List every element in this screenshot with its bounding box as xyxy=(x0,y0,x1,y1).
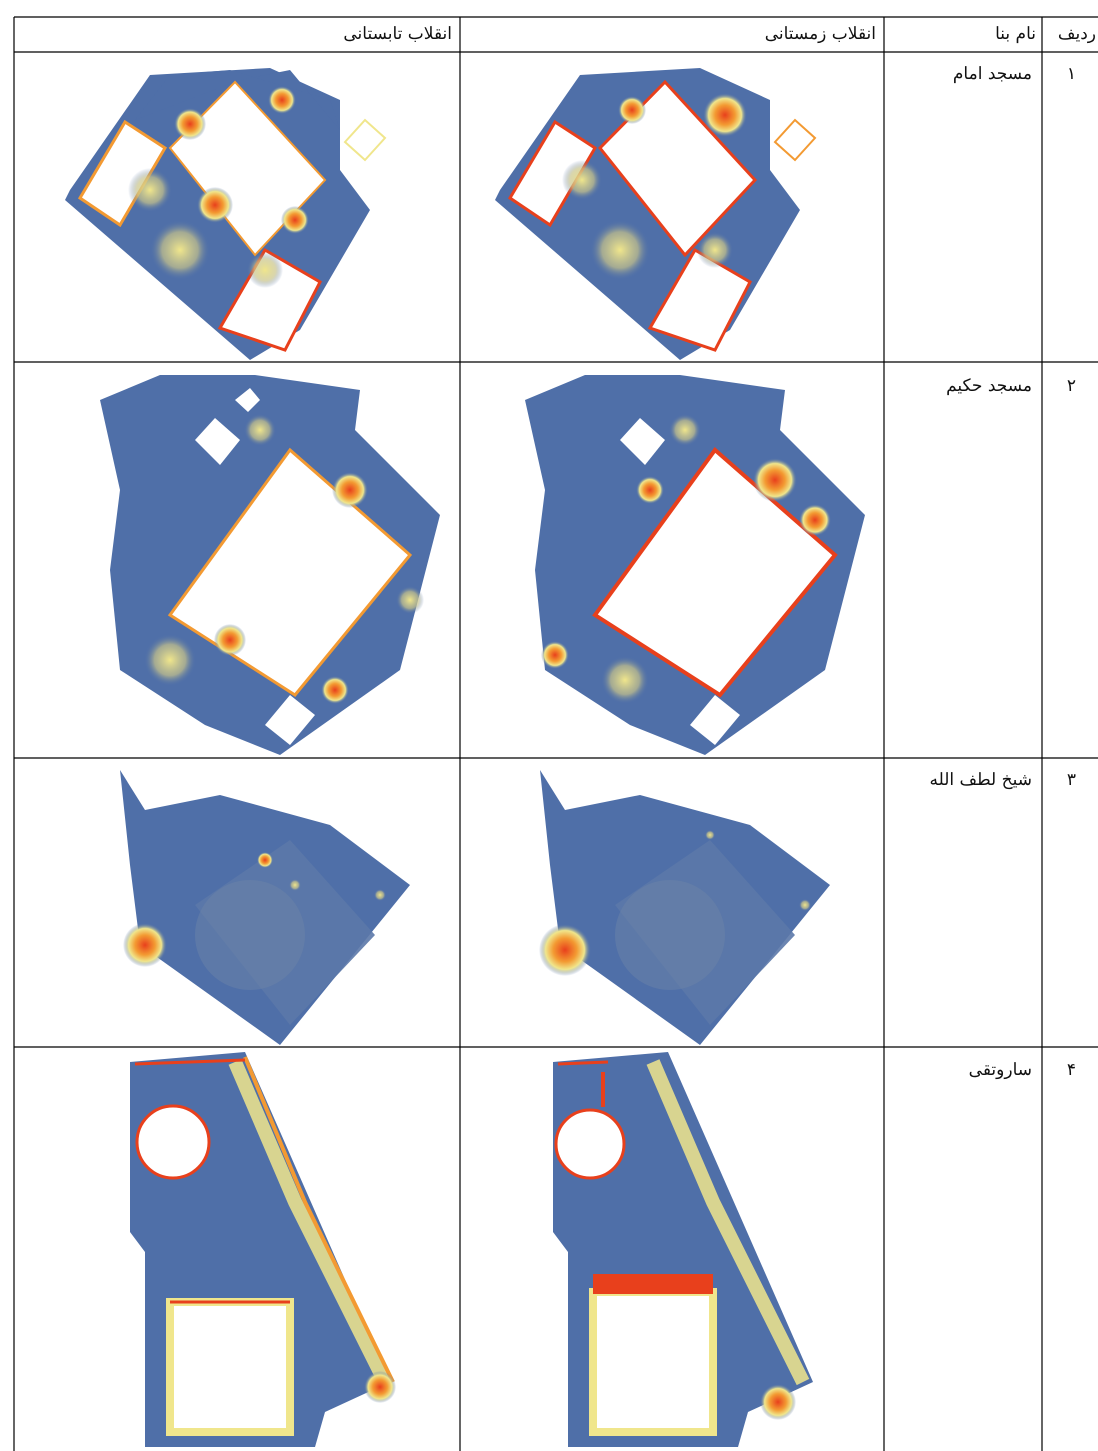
row-number-1: ۱ xyxy=(1066,64,1076,84)
radiation-map-winter-1 xyxy=(495,68,817,360)
row-number-4: ۴ xyxy=(1066,1060,1076,1080)
radiation-map-summer-3 xyxy=(120,770,410,1045)
header-winter-solstice: انقلاب زمستانی xyxy=(764,24,876,44)
row-number-2: ۲ xyxy=(1066,376,1076,396)
header-row-number: ردیف xyxy=(1057,24,1096,44)
radiation-map-winter-3 xyxy=(539,770,830,1045)
building-name-4: ساروتقی xyxy=(968,1060,1032,1080)
radiation-map-winter-4 xyxy=(553,1052,813,1447)
radiation-map-winter-2 xyxy=(525,375,865,755)
radiation-map-summer-2 xyxy=(100,375,440,755)
header-summer-solstice: انقلاب تابستانی xyxy=(343,24,452,44)
building-name-1: مسجد امام xyxy=(952,64,1032,84)
building-name-2: مسجد حکیم xyxy=(946,376,1032,396)
building-name-3: شیخ لطف الله xyxy=(929,770,1032,790)
row-number-3: ۳ xyxy=(1066,770,1076,790)
radiation-map-summer-1 xyxy=(65,68,387,360)
radiation-map-summer-4 xyxy=(130,1052,396,1447)
header-building-name: نام بنا xyxy=(995,24,1036,44)
